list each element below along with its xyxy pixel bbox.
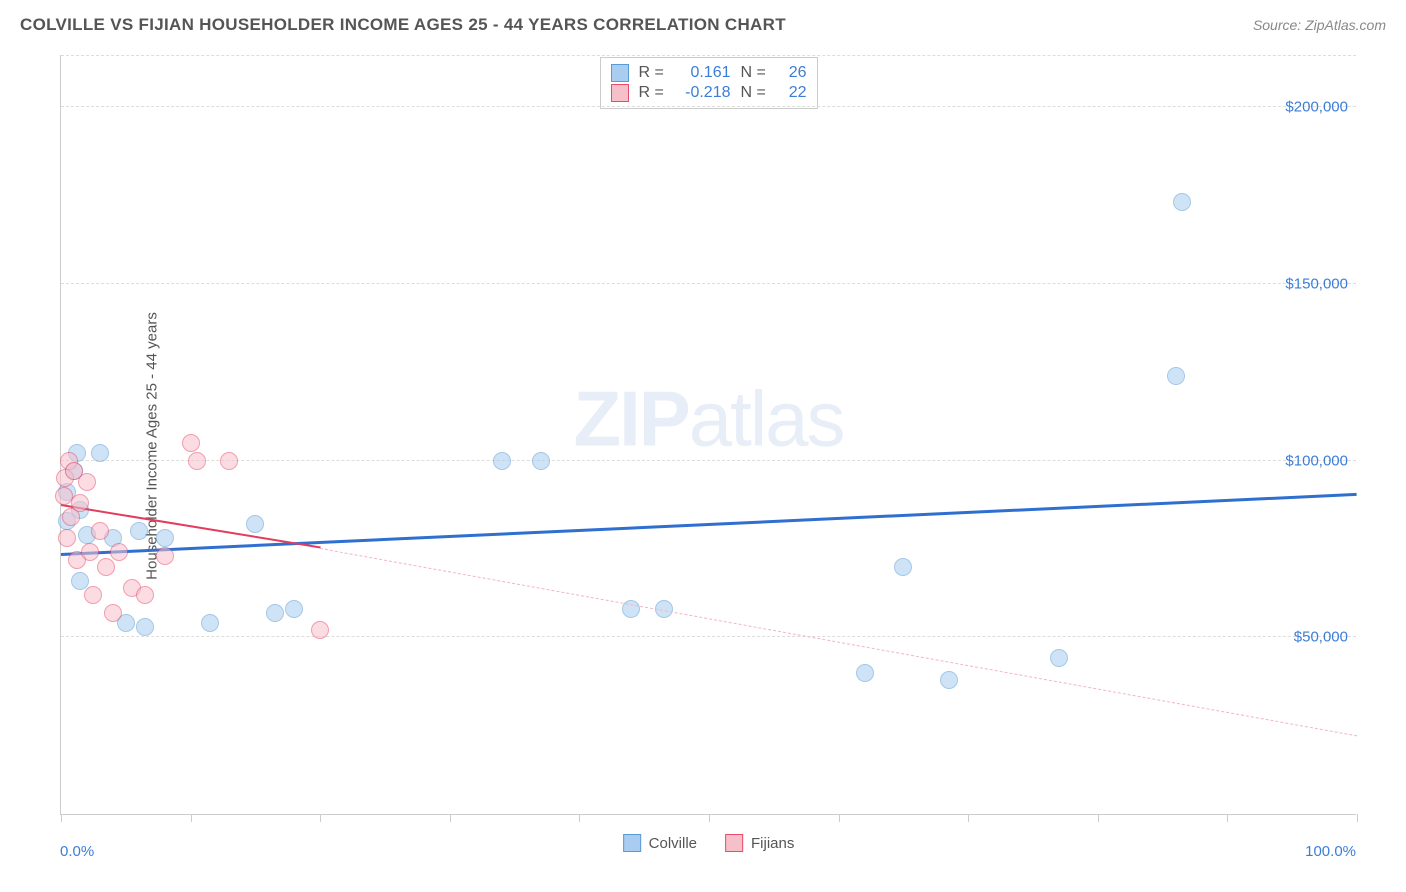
r-label: R = <box>639 84 665 102</box>
n-label: N = <box>741 64 767 82</box>
r-label: R = <box>639 64 665 82</box>
x-tick <box>191 814 192 822</box>
data-point <box>55 487 73 505</box>
y-tick-label: $200,000 <box>1285 99 1348 116</box>
legend-swatch <box>725 834 743 852</box>
data-point <box>182 434 200 452</box>
data-point <box>91 444 109 462</box>
x-tick <box>579 814 580 822</box>
legend-item: Fijians <box>725 834 794 852</box>
x-tick <box>450 814 451 822</box>
data-point <box>894 558 912 576</box>
gridline <box>61 283 1356 284</box>
watermark-rest: atlas <box>689 375 844 463</box>
trend-line <box>320 548 1357 736</box>
watermark: ZIPatlas <box>573 374 843 465</box>
data-point <box>156 547 174 565</box>
x-tick <box>709 814 710 822</box>
plot-area: ZIPatlas R =0.161N =26R =-0.218N =22 Col… <box>60 55 1356 815</box>
data-point <box>201 614 219 632</box>
x-tick <box>1357 814 1358 822</box>
data-point <box>97 558 115 576</box>
data-point <box>1173 193 1191 211</box>
data-point <box>110 543 128 561</box>
data-point <box>1050 649 1068 667</box>
data-point <box>856 664 874 682</box>
gridline <box>61 106 1356 107</box>
data-point <box>266 604 284 622</box>
data-point <box>220 452 238 470</box>
legend: Colville Fijians <box>623 834 795 852</box>
x-tick <box>320 814 321 822</box>
legend-swatch <box>611 84 629 102</box>
data-point <box>188 452 206 470</box>
data-point <box>285 600 303 618</box>
data-point <box>71 494 89 512</box>
x-tick <box>1227 814 1228 822</box>
n-label: N = <box>741 84 767 102</box>
x-max-label: 100.0% <box>1305 843 1356 860</box>
data-point <box>84 586 102 604</box>
legend-item: Colville <box>623 834 697 852</box>
y-tick-label: $50,000 <box>1294 629 1348 646</box>
x-min-label: 0.0% <box>60 843 94 860</box>
legend-swatch <box>623 834 641 852</box>
n-value: 22 <box>777 84 807 102</box>
stats-box: R = 0.161 N = 26 R = -0.218 N = 22 <box>600 57 818 109</box>
y-tick-label: $100,000 <box>1285 452 1348 469</box>
title-bar: COLVILLE VS FIJIAN HOUSEHOLDER INCOME AG… <box>20 15 1386 35</box>
data-point <box>311 621 329 639</box>
y-tick-label: $150,000 <box>1285 275 1348 292</box>
data-point <box>940 671 958 689</box>
gridline-top <box>61 55 1356 56</box>
chart-title: COLVILLE VS FIJIAN HOUSEHOLDER INCOME AG… <box>20 15 786 35</box>
source-label: Source: ZipAtlas.com <box>1253 17 1386 33</box>
data-point <box>81 543 99 561</box>
legend-label: Fijians <box>751 835 794 852</box>
x-tick <box>839 814 840 822</box>
stats-row: R = 0.161 N = 26 <box>611 64 807 82</box>
data-point <box>104 604 122 622</box>
gridline <box>61 460 1356 461</box>
legend-swatch <box>611 64 629 82</box>
x-tick <box>968 814 969 822</box>
gridline <box>61 636 1356 637</box>
r-value: 0.161 <box>675 64 731 82</box>
data-point <box>78 473 96 491</box>
data-point <box>532 452 550 470</box>
data-point <box>58 529 76 547</box>
data-point <box>136 618 154 636</box>
data-point <box>91 522 109 540</box>
n-value: 26 <box>777 64 807 82</box>
watermark-bold: ZIP <box>573 375 688 463</box>
data-point <box>493 452 511 470</box>
x-tick <box>61 814 62 822</box>
data-point <box>156 529 174 547</box>
data-point <box>1167 367 1185 385</box>
data-point <box>246 515 264 533</box>
x-tick <box>1098 814 1099 822</box>
data-point <box>130 522 148 540</box>
r-value: -0.218 <box>675 84 731 102</box>
stats-row: R = -0.218 N = 22 <box>611 84 807 102</box>
data-point <box>136 586 154 604</box>
legend-label: Colville <box>649 835 697 852</box>
